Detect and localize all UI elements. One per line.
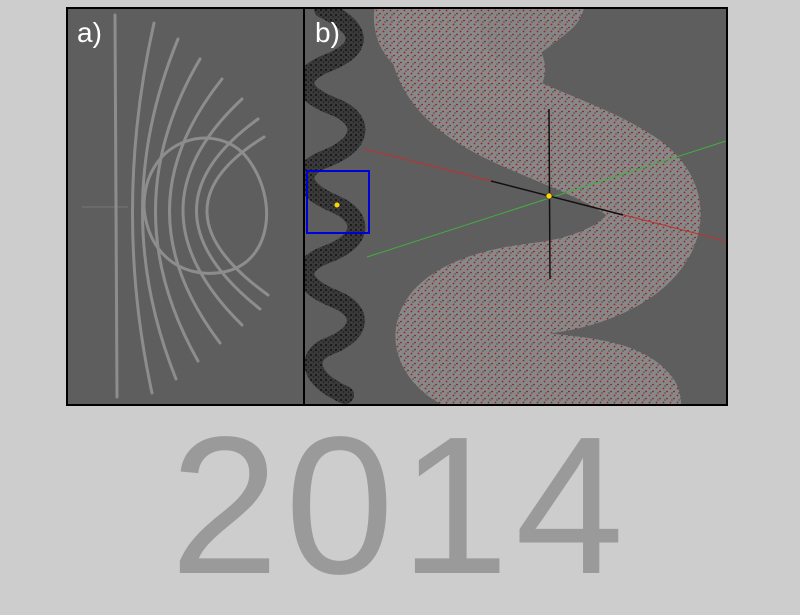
arc-curve-4 <box>168 77 224 345</box>
panel-b-viewport: b) <box>305 9 726 404</box>
arc-curve-2 <box>141 37 180 381</box>
arc-curve-6 <box>195 117 262 311</box>
arc-group <box>113 13 270 399</box>
figure-frame: a) <box>66 7 728 406</box>
arc-curve-5 <box>181 97 244 327</box>
arc-curves-drawing <box>82 13 270 399</box>
origin-point <box>545 192 553 200</box>
small-origin-point <box>334 202 340 208</box>
arc-curve-7 <box>205 135 270 297</box>
small-helix <box>305 9 366 404</box>
panel-a-viewport: a) <box>68 9 305 404</box>
arc-curve-3 <box>154 57 202 363</box>
panel-b-label: b) <box>315 17 340 48</box>
arc-curve-1 <box>131 21 156 395</box>
spiral-drawing <box>305 9 726 404</box>
panel-a-label: a) <box>77 17 102 48</box>
selection-box <box>306 170 370 234</box>
y-axis-line <box>366 140 726 258</box>
cross-axis-line <box>490 180 624 216</box>
zoomed-tube <box>374 9 701 404</box>
straight-curve <box>113 13 119 399</box>
year-text: 2014 <box>169 396 631 615</box>
circle-curve <box>142 136 269 275</box>
